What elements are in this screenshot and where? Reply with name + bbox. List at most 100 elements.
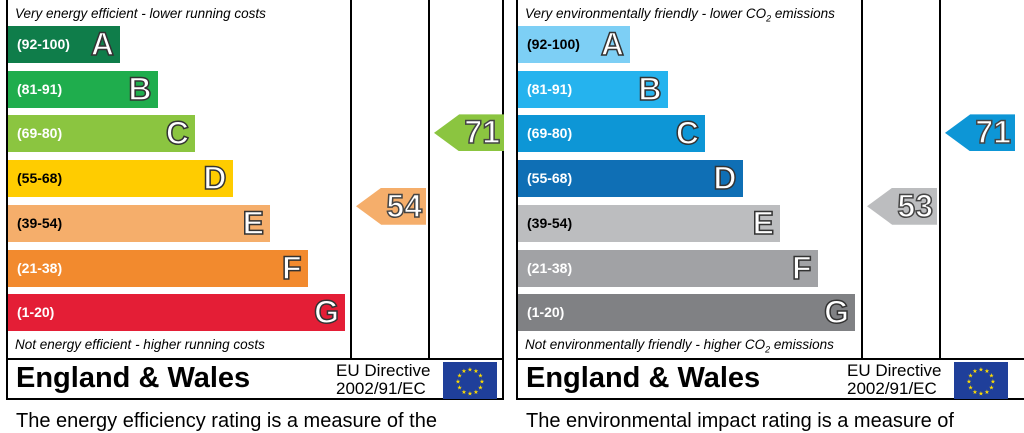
rating-range: (92-100) [527, 36, 580, 52]
svg-text:★: ★ [478, 385, 483, 392]
potential-rating-value: 71 [975, 114, 1012, 151]
chart-footer-divider [516, 358, 1024, 360]
top-caption-text: Very environmentally friendly - lower CO [525, 6, 767, 21]
current-rating-value: 53 [897, 187, 934, 225]
rating-letter: B [128, 70, 153, 108]
right-border [502, 0, 504, 400]
region-title: England & Wales [16, 362, 251, 394]
rating-range: (92-100) [17, 36, 70, 52]
rating-letter: E [242, 204, 265, 242]
svg-text:★: ★ [966, 379, 971, 386]
svg-text:★: ★ [461, 368, 466, 375]
rating-range: (1-20) [17, 304, 55, 321]
rating-letter: A [600, 25, 625, 63]
current-column-divider [350, 0, 352, 360]
svg-text:★: ★ [989, 385, 994, 392]
eu-stars-icon: ★ ★★★★★★★★★★★ [455, 367, 484, 398]
footnote-text: The environmental impact rating is a mea… [526, 410, 954, 432]
current-rating-arrow: 53 [867, 187, 937, 225]
potential-rating-value: 71 [464, 114, 501, 151]
rating-bar-d: (55-68) D [518, 159, 743, 198]
svg-text:★: ★ [968, 385, 973, 392]
svg-text:★: ★ [984, 368, 989, 375]
rating-bar-e: (39-54) E [8, 204, 270, 242]
directive-line-2: 2002/91/EC [336, 379, 426, 398]
energy-efficiency-panel: Very energy efficient - lower running co… [6, 0, 504, 432]
rating-range: (21-38) [527, 259, 573, 276]
svg-text:★: ★ [467, 391, 472, 398]
rating-letter: D [203, 159, 228, 197]
rating-bar-g: (1-20) G [8, 293, 345, 332]
rating-bar-c: (69-80) C [518, 115, 705, 153]
rating-bar-b: (81-91) B [518, 70, 668, 108]
top-caption: Very energy efficient - lower running co… [15, 6, 266, 21]
svg-text:★: ★ [478, 373, 483, 380]
eu-flag-icon: ★ ★ ★ ★ ★ ★ ★ ★ ★ ★ ★ ★ [443, 362, 497, 399]
svg-text:★: ★ [457, 385, 462, 392]
bottom-caption: Not energy efficient - higher running co… [15, 337, 265, 352]
directive-line-2: 2002/91/EC [847, 379, 937, 398]
rating-letter: G [313, 293, 339, 331]
rating-letter: C [165, 115, 190, 153]
current-column-divider [861, 0, 863, 360]
eu-flag-icon: ★ ★ ★ ★ ★ ★ ★ ★ ★ ★ ★ ★ [954, 362, 1008, 399]
rating-bar-e: (39-54) E [518, 204, 780, 242]
current-rating-value: 54 [386, 187, 423, 225]
rating-range: (39-54) [527, 214, 573, 231]
svg-text:★: ★ [990, 379, 995, 386]
rating-range: (39-54) [17, 214, 63, 231]
bottom-caption: Not environmentally friendly - higher CO… [525, 337, 834, 355]
rating-range: (55-68) [17, 170, 63, 187]
rating-range: (81-91) [527, 80, 573, 97]
eu-stars-icon: ★ ★★★★★★★★★★★ [966, 367, 995, 398]
rating-bar-a: (92-100) A [8, 25, 120, 63]
rating-letter: C [675, 115, 700, 153]
svg-text:★: ★ [457, 373, 462, 380]
rating-letter: A [90, 25, 115, 63]
bottom-caption-text: Not environmentally friendly - higher CO [525, 337, 766, 352]
svg-text:★: ★ [479, 379, 484, 386]
svg-text:★: ★ [461, 389, 466, 396]
directive-line-1: EU Directive [336, 361, 431, 380]
eu-directive-label: EU Directive 2002/91/EC [336, 362, 430, 398]
rating-range: (69-80) [527, 125, 573, 142]
rating-letter: G [823, 293, 849, 331]
svg-text:★: ★ [968, 373, 973, 380]
rating-bar-f: (21-38) F [518, 249, 818, 287]
svg-text:★: ★ [473, 368, 478, 375]
bottom-caption-suffix: emissions [770, 337, 834, 352]
svg-text:★: ★ [989, 373, 994, 380]
rating-bar-c: (69-80) C [8, 115, 195, 153]
rating-bar-b: (81-91) B [8, 70, 158, 108]
rating-range: (21-38) [17, 259, 63, 276]
rating-range: (81-91) [17, 80, 63, 97]
svg-text:★: ★ [972, 389, 977, 396]
svg-text:★: ★ [455, 379, 460, 386]
rating-letter: F [791, 249, 812, 287]
top-caption-suffix: emissions [771, 6, 835, 21]
rating-letter: E [752, 204, 775, 242]
environmental-impact-panel: Very environmentally friendly - lower CO… [516, 0, 1024, 432]
potential-column-divider [428, 0, 430, 360]
current-rating-arrow: 54 [356, 187, 426, 225]
top-caption: Very environmentally friendly - lower CO… [525, 6, 835, 24]
bottom-caption-subscript: 2 [765, 344, 771, 355]
svg-text:★: ★ [972, 368, 977, 375]
svg-text:★: ★ [984, 389, 989, 396]
directive-line-1: EU Directive [847, 361, 942, 380]
rating-bar-a: (92-100) A [518, 25, 630, 63]
rating-bar-g: (1-20) G [518, 293, 855, 332]
potential-column-divider [939, 0, 941, 360]
chart-footer-divider [6, 358, 504, 360]
footnote-text: The energy efficiency rating is a measur… [16, 410, 437, 432]
svg-text:★: ★ [467, 367, 472, 374]
rating-letter: F [281, 249, 302, 287]
top-caption-subscript: 2 [766, 13, 772, 24]
rating-letter: D [713, 159, 738, 197]
rating-range: (69-80) [17, 125, 63, 142]
eu-directive-label: EU Directive 2002/91/EC [847, 362, 941, 398]
rating-letter: B [638, 70, 663, 108]
svg-text:★: ★ [978, 367, 983, 374]
rating-range: (55-68) [527, 170, 573, 187]
rating-range: (1-20) [527, 304, 565, 321]
